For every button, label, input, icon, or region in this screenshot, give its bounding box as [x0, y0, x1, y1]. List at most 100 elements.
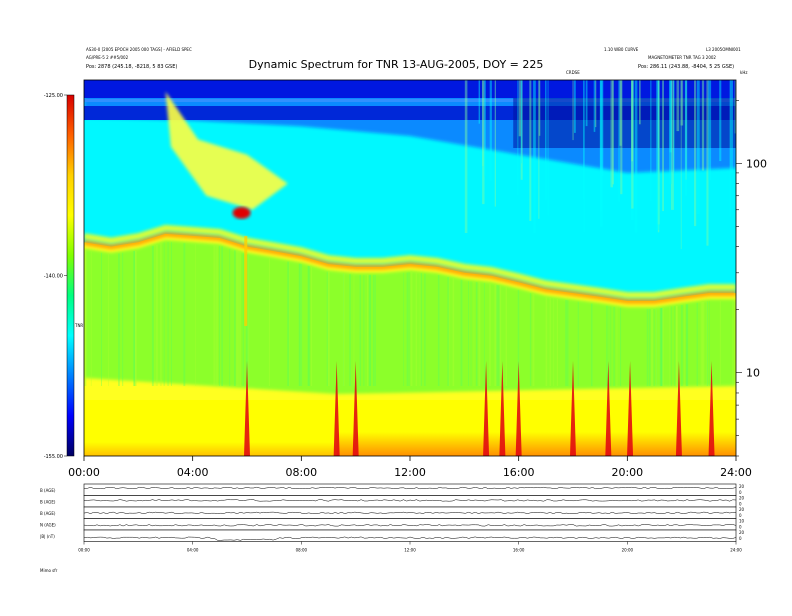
spectrum-streak	[298, 263, 301, 386]
vertical-burst-streak	[669, 80, 672, 153]
bottom-x-tick-label: 16:00	[513, 548, 525, 553]
colorbar-tick-label: -125.00	[44, 93, 63, 99]
vertical-burst-streak	[521, 80, 523, 164]
bottom-x-tick-label: 12:00	[404, 548, 416, 553]
spectrum-streak	[675, 305, 678, 386]
dark-late-region	[513, 98, 736, 148]
vertical-burst-streak	[482, 80, 484, 166]
spectrum-streak	[646, 309, 649, 386]
spectrum-streak	[353, 274, 355, 386]
header-left-info: AS30-0 [2005 EPOCH 2005 000 TAGS] - AFIE…	[86, 47, 192, 70]
spectrum-streak	[327, 271, 330, 386]
panel-right-tick: 20	[739, 507, 745, 512]
bottom-x-tick-label: 20:00	[622, 548, 634, 553]
band-gap	[84, 99, 736, 102]
vertical-burst-streak	[489, 80, 492, 181]
panel-right-tick: 20	[739, 496, 745, 501]
header-left-line-3: Pos: 2878 (245.18, -8218, 5 83 GSE)	[86, 64, 177, 70]
spectrum-streak	[577, 301, 579, 386]
spectrum-streak	[701, 302, 704, 386]
spectrum-streak	[706, 301, 708, 386]
spectrum-streak	[289, 262, 290, 386]
vertical-burst-streak	[680, 80, 682, 250]
spectrum-streak	[167, 242, 169, 386]
vertical-burst-streak	[593, 80, 596, 132]
spectrum-streak	[656, 308, 657, 386]
spectrum-streak	[239, 252, 241, 386]
spectrum-streak	[213, 245, 214, 386]
khz-label: kHz	[740, 70, 747, 75]
spectrum-streak	[478, 282, 481, 386]
low-frequency-enhancement	[336, 432, 736, 456]
vertical-burst-streak	[656, 80, 660, 230]
spectrum-streak	[684, 304, 685, 386]
spectrum-streak	[424, 273, 426, 386]
spectrum-streak	[452, 278, 455, 386]
spectrum-streak	[674, 306, 676, 386]
x-tick-label: 00:00	[68, 466, 100, 479]
vertical-burst-streak	[574, 80, 576, 133]
spectrum-streak	[702, 302, 705, 386]
low-frequency-burst-spike	[244, 361, 250, 456]
top-dark-band	[84, 80, 736, 98]
spectrum-streak	[709, 301, 710, 386]
vertical-burst-streak	[545, 80, 547, 200]
colorbar-label: TNR	[74, 323, 83, 328]
vertical-burst-streak	[529, 80, 532, 221]
spectrum-streak	[342, 273, 344, 386]
spectrum-streak	[473, 281, 475, 386]
panel-right-tick: 0	[739, 513, 742, 518]
spectrum-streak	[237, 251, 240, 386]
vertical-burst-streak	[730, 80, 733, 173]
spectrum-streak	[732, 301, 733, 386]
vertical-burst-streak	[662, 80, 664, 212]
spectrum-streak	[134, 250, 136, 386]
spectrum-streak	[685, 304, 688, 386]
low-frequency-burst-spike	[333, 361, 340, 456]
spectrum-streak	[669, 306, 671, 386]
vertical-burst-streak	[612, 80, 614, 185]
header-right-info: 1.10 WB0 CURVE MAGNETOMETER TNR TAG 3 20…	[566, 47, 747, 75]
panel-series-line	[83, 486, 737, 490]
vertical-burst-streak	[494, 80, 496, 207]
vertical-burst-streak	[610, 80, 613, 188]
vertical-burst-streak	[538, 80, 540, 219]
spectrum-streak	[372, 274, 375, 386]
vertical-burst-streak	[631, 80, 633, 162]
vertical-burst-streak	[601, 80, 604, 177]
spectrum-streak	[680, 305, 683, 386]
spectrum-streak	[343, 273, 344, 386]
spectrum-streak	[496, 285, 499, 386]
spectrum-streak	[122, 252, 124, 386]
vertical-burst-streak	[619, 80, 622, 146]
panel-frame	[83, 495, 737, 508]
vertical-burst-streak	[618, 80, 620, 202]
spectrum-streak	[470, 281, 472, 386]
colorbar-ticks: -125.00 -140.00 -155.00	[44, 93, 67, 460]
spectrum-streak	[670, 306, 672, 386]
spectrum-streak	[648, 309, 651, 386]
spectrum-streak	[656, 308, 657, 386]
header-right-line-1: 1.10 WB0 CURVE	[604, 47, 639, 52]
spectrum-streak	[517, 290, 520, 386]
spectrum-streak	[300, 264, 302, 386]
spectrum-streak	[419, 273, 421, 386]
magnetometer-panel: N (AGE) 100	[40, 518, 745, 531]
bottom-x-tick-label: 24:00	[730, 548, 742, 553]
spectrum-streak	[489, 283, 491, 386]
vertical-burst-streak	[685, 80, 687, 180]
spectrum-streak	[299, 263, 301, 386]
panel-frame	[83, 529, 737, 542]
footer-label: Mimo sfr	[40, 568, 58, 573]
vertical-burst-streak	[620, 80, 623, 195]
spectrum-streak	[460, 279, 463, 386]
spectrum-streak	[659, 308, 662, 386]
spectrum-streak	[343, 273, 345, 386]
spectrum-streak	[221, 246, 223, 386]
spectrum-streak	[403, 272, 404, 386]
spectrum-streak	[686, 304, 689, 386]
vertical-burst-streak	[520, 80, 523, 180]
spectrum-streak	[375, 274, 376, 386]
header-center-tag: CRDSE	[566, 70, 580, 75]
spectrum-streak	[195, 244, 196, 386]
